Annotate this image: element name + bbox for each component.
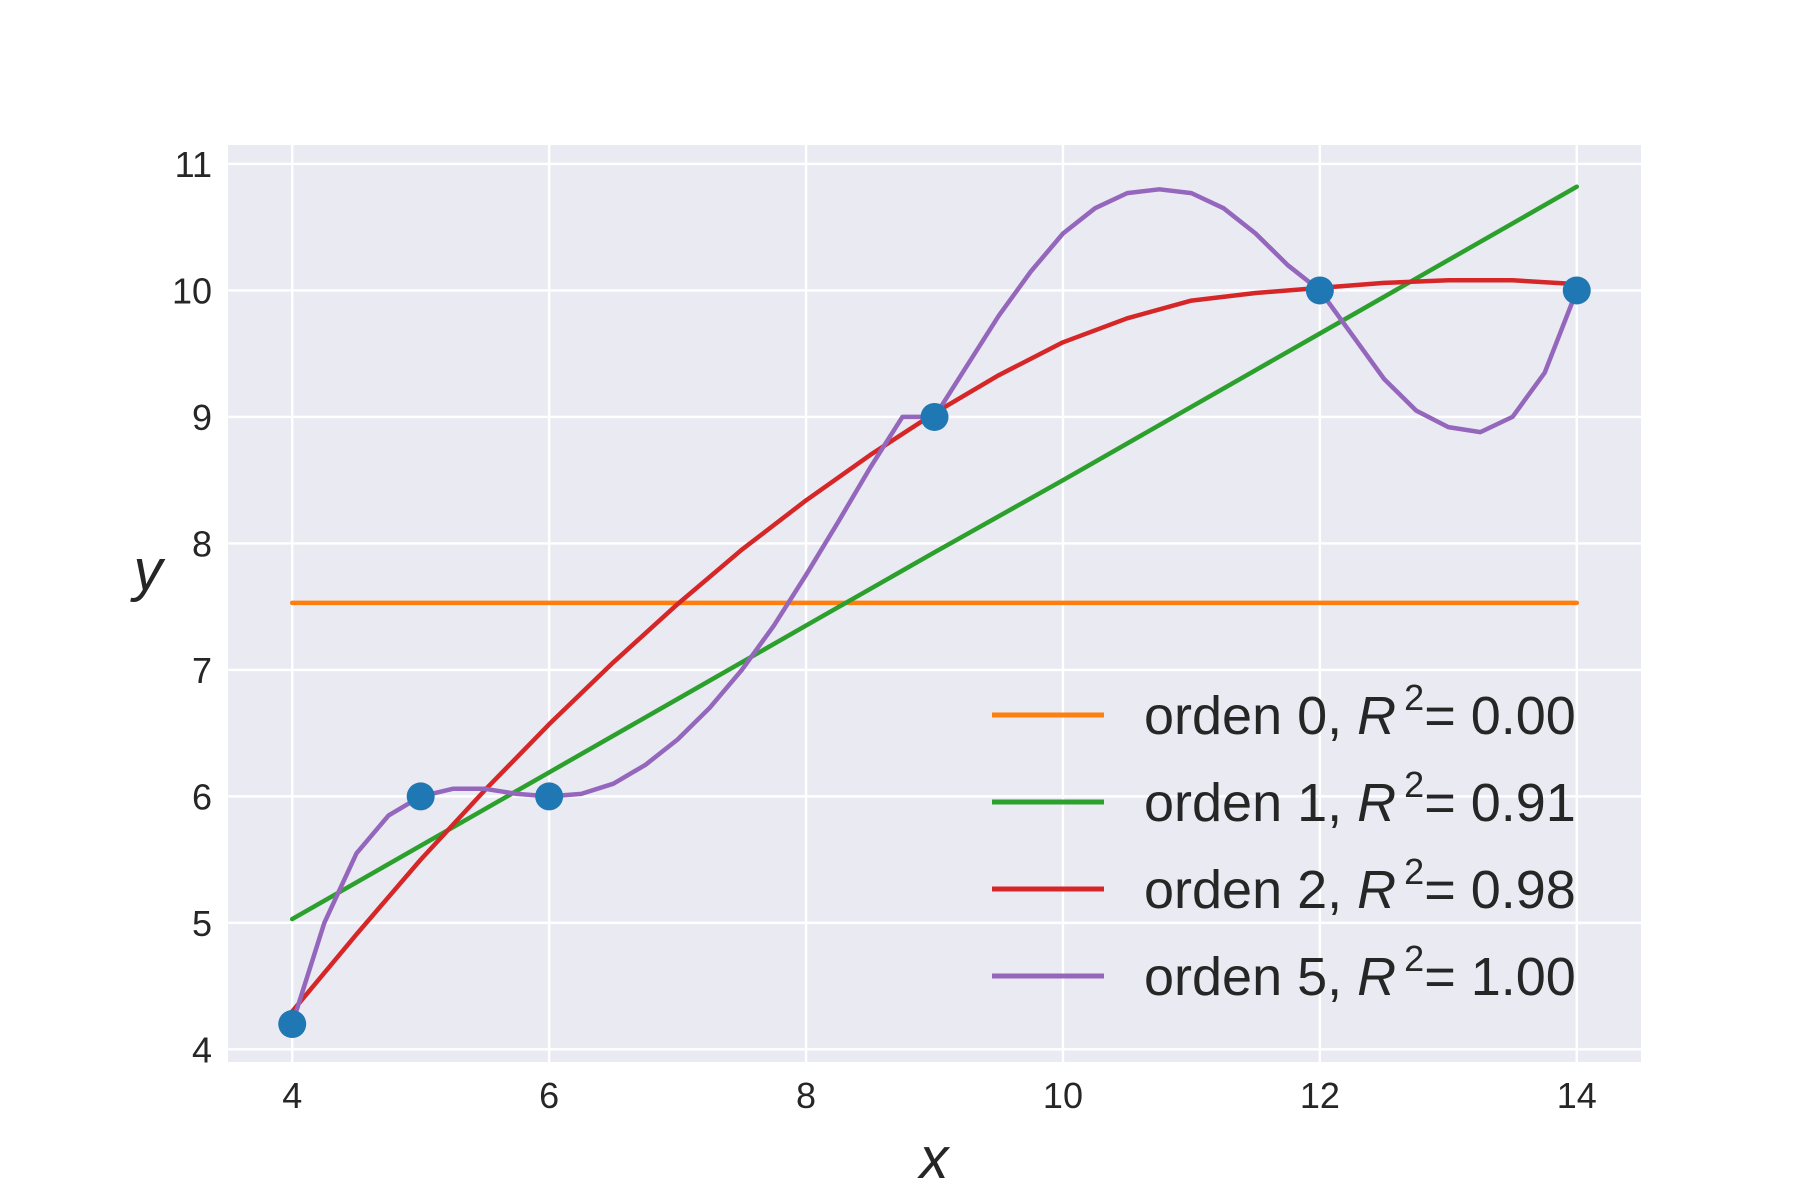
- legend-prefix: orden 1,: [1144, 773, 1357, 833]
- x-tick-label: 10: [1043, 1075, 1083, 1116]
- legend-prefix: orden 5,: [1144, 947, 1357, 1007]
- legend-label: orden 5, R 2= 1.00: [1144, 938, 1576, 1007]
- x-tick-labels: 4 6 8 10 12 14: [282, 1075, 1597, 1116]
- y-tick-label: 4: [192, 1029, 212, 1070]
- x-tick-label: 14: [1557, 1075, 1597, 1116]
- y-tick-label: 9: [192, 397, 212, 438]
- legend-label: orden 0, R 2= 0.00: [1144, 677, 1576, 746]
- data-point: [1305, 276, 1334, 305]
- y-tick-label: 11: [175, 144, 212, 185]
- legend-superscript: 2: [1404, 851, 1424, 892]
- legend-prefix: orden 0,: [1144, 686, 1357, 746]
- legend-r2-value: = 1.00: [1424, 947, 1576, 1007]
- legend-r2-value: = 0.98: [1424, 860, 1576, 920]
- legend-r-symbol: R: [1357, 947, 1396, 1007]
- data-point: [920, 402, 949, 431]
- legend-r-symbol: R: [1357, 773, 1396, 833]
- legend-superscript: 2: [1404, 677, 1424, 718]
- x-tick-label: 6: [539, 1075, 559, 1116]
- y-tick-label: 8: [192, 523, 212, 564]
- legend-r-symbol: R: [1357, 860, 1396, 920]
- data-point: [278, 1010, 307, 1039]
- legend-superscript: 2: [1404, 938, 1424, 979]
- y-tick-label: 7: [192, 650, 212, 691]
- legend-r2-value: = 0.00: [1424, 686, 1576, 746]
- legend-r-symbol: R: [1357, 686, 1396, 746]
- series-line-1: [289, 184, 1580, 922]
- y-tick-labels: 4 5 6 7 8 9 10 11: [172, 144, 212, 1070]
- x-tick-label: 4: [282, 1075, 302, 1116]
- x-tick-label: 12: [1300, 1075, 1340, 1116]
- x-tick-label: 8: [796, 1075, 816, 1116]
- legend-prefix: orden 2,: [1144, 860, 1357, 920]
- y-axis-label: y: [130, 538, 166, 603]
- data-points: [278, 276, 1591, 1039]
- legend-label: orden 2, R 2= 0.98: [1144, 851, 1576, 920]
- data-point: [535, 782, 564, 811]
- y-tick-label: 5: [192, 903, 212, 944]
- legend-label: orden 1, R 2= 0.91: [1144, 764, 1576, 833]
- y-tick-label: 10: [172, 270, 212, 311]
- legend-r2-value: = 0.91: [1424, 773, 1576, 833]
- data-point: [406, 782, 435, 811]
- data-point: [1562, 276, 1591, 305]
- y-tick-label: 6: [192, 776, 212, 817]
- legend-superscript: 2: [1404, 764, 1424, 805]
- x-axis-label: x: [917, 1126, 951, 1191]
